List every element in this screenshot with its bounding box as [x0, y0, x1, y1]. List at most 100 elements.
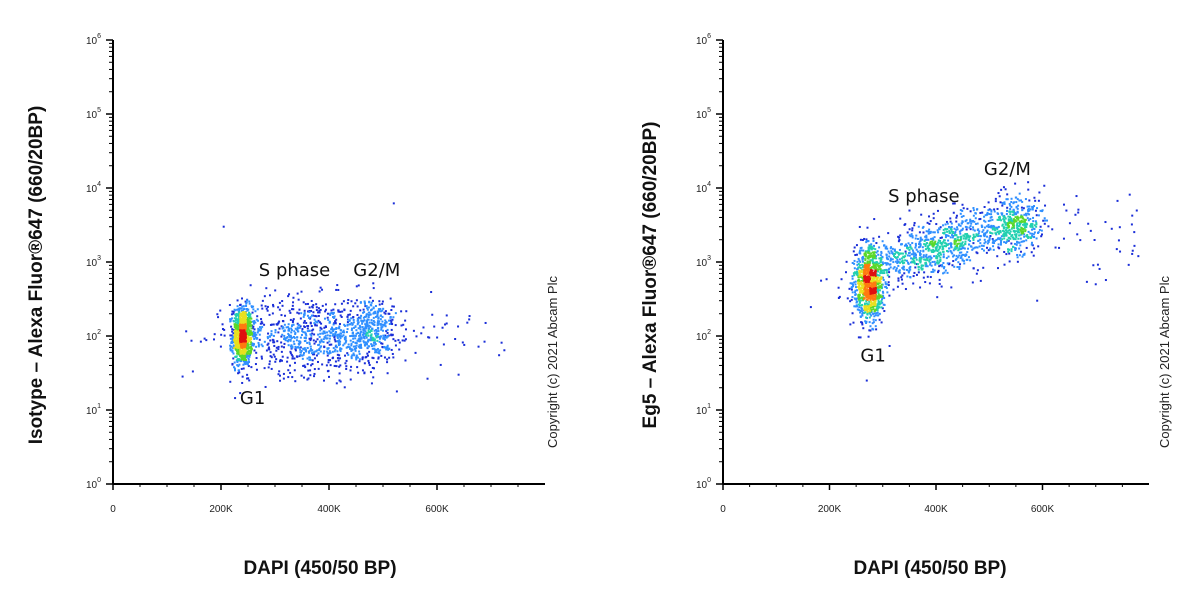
right-event-dot [869, 298, 872, 301]
right-event-dot [997, 232, 1000, 235]
right-event-dot [876, 270, 879, 273]
right-event-dot [1009, 237, 1012, 240]
right-event-dot [868, 312, 871, 315]
left-event-dot [233, 325, 236, 328]
right-event-dot [1021, 255, 1024, 258]
right-event-dot [1008, 202, 1011, 205]
left-event-dot [228, 304, 231, 307]
left-event-dot [291, 376, 294, 379]
right-event-dot [1128, 193, 1131, 196]
right-event-dot [1062, 203, 1065, 206]
right-event-dot [863, 297, 866, 300]
left-event-dot [348, 323, 351, 326]
right-event-dot [1068, 222, 1071, 225]
right-event-dot [853, 274, 856, 277]
left-event-dot [239, 304, 242, 307]
left-event-dot [445, 314, 448, 317]
left-event-dot [382, 334, 385, 337]
left-event-dot [334, 331, 337, 334]
right-event-dot [997, 246, 1000, 249]
right-event-dot [860, 281, 863, 284]
left-event-dot [360, 346, 363, 349]
left-event-dot [240, 321, 243, 324]
right-event-dot [952, 255, 955, 258]
left-event-dot [250, 337, 253, 340]
left-event-dot [280, 325, 283, 328]
left-event-dot [332, 330, 335, 333]
left-event-dot [240, 326, 243, 329]
left-event-dot [242, 353, 245, 356]
left-event-dot [484, 321, 487, 324]
right-event-dot [1008, 252, 1011, 255]
left-event-dot [355, 332, 358, 335]
right-event-dot [924, 243, 927, 246]
left-event-dot [356, 356, 359, 359]
right-event-dot [859, 252, 862, 255]
right-event-dot [1001, 212, 1004, 215]
right-event-dot [974, 217, 977, 220]
right-event-dot [912, 253, 915, 256]
right-event-dot [863, 275, 866, 278]
left-event-dot [372, 316, 375, 319]
right-event-dot [1012, 208, 1015, 211]
left-x-tick-label: 400K [317, 504, 341, 515]
left-event-dot [309, 345, 312, 348]
left-event-dot [375, 328, 378, 331]
left-event-dot [368, 338, 371, 341]
left-event-dot [374, 343, 377, 346]
right-event-dot [1034, 199, 1037, 202]
left-event-dot [242, 336, 245, 339]
right-event-dot [990, 213, 993, 216]
left-event-dot [245, 301, 248, 304]
left-event-dot [266, 335, 269, 338]
left-event-dot [264, 305, 267, 308]
right-event-dot [897, 270, 900, 273]
right-event-dot [1013, 218, 1016, 221]
left-event-dot [250, 332, 253, 335]
right-event-dot [845, 271, 848, 274]
left-event-dot [331, 350, 334, 353]
left-event-dot [289, 338, 292, 341]
left-event-dot [307, 316, 310, 319]
right-event-dot [864, 275, 867, 278]
left-event-dot [365, 320, 368, 323]
right-event-dot [912, 251, 915, 254]
right-event-dot [871, 254, 874, 257]
left-event-dot [368, 301, 371, 304]
left-event-dot [267, 347, 270, 350]
left-event-dot [338, 325, 341, 328]
left-event-dot [342, 300, 345, 303]
left-event-dot [268, 294, 271, 297]
right-event-dot [1008, 216, 1011, 219]
right-event-dot [874, 273, 877, 276]
left-event-dot [250, 366, 253, 369]
right-event-dot [876, 279, 879, 282]
right-event-dot [1027, 219, 1030, 222]
left-event-dot [342, 344, 345, 347]
left-event-dot [350, 317, 353, 320]
right-event-dot [964, 240, 967, 243]
right-event-dot [854, 289, 857, 292]
right-event-dot [997, 218, 1000, 221]
right-event-dot [867, 305, 870, 308]
right-event-dot [897, 240, 900, 243]
right-event-dot [928, 228, 931, 231]
left-event-dot [317, 352, 320, 355]
right-event-dot [960, 238, 963, 241]
right-event-dot [980, 225, 983, 228]
right-event-dot [1046, 219, 1049, 222]
right-event-dot [867, 284, 870, 287]
right-event-dot [953, 240, 956, 243]
right-event-dot [958, 239, 961, 242]
left-event-dot [221, 328, 224, 331]
left-event-dot [282, 377, 285, 380]
right-event-dot [874, 283, 877, 286]
right-event-dot [1023, 233, 1026, 236]
right-event-dot [863, 253, 866, 256]
right-event-dot [1003, 201, 1006, 204]
right-event-dot [863, 273, 866, 276]
right-event-dot [1023, 253, 1026, 256]
right-event-dot [902, 268, 905, 271]
left-event-dot [378, 340, 381, 343]
left-event-dot [356, 314, 359, 317]
